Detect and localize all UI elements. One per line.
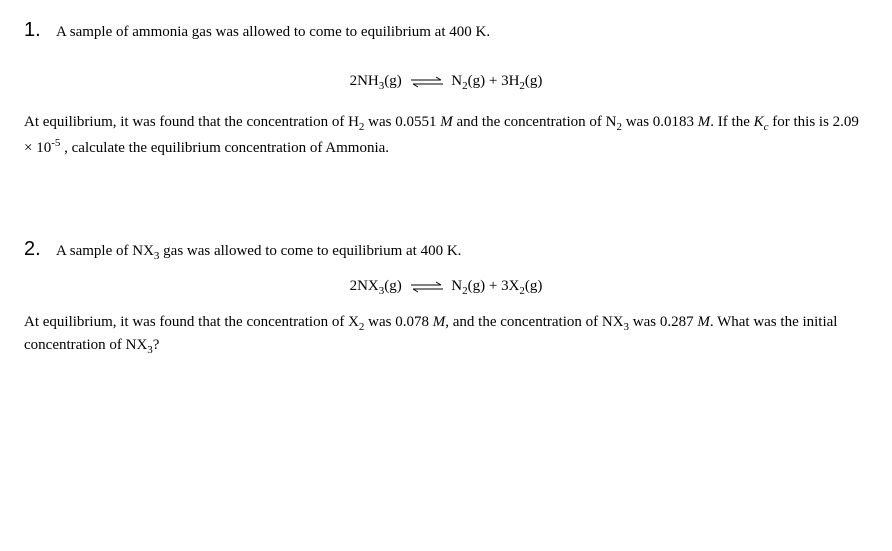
p1-text-b: was 0.0551 <box>364 114 440 130</box>
problem-1-intro: A sample of ammonia gas was allowed to c… <box>56 20 490 43</box>
problem-2-intro: A sample of NX3 gas was allowed to come … <box>56 239 461 264</box>
p2-intro-b: gas was allowed to come to equilibrium a… <box>159 243 461 259</box>
p2-text-f: ? <box>153 337 160 353</box>
eq2-r2-coeff: 3X <box>501 278 519 294</box>
problem-1-number: 1. <box>24 20 42 40</box>
eq1-r2-coeff: 3H <box>501 73 519 89</box>
p2-text-b: was 0.078 <box>364 314 432 330</box>
problem-2-header: 2. A sample of NX3 gas was allowed to co… <box>24 239 868 264</box>
problem-2-number: 2. <box>24 239 42 259</box>
p1-text-c: and the concentration of N <box>457 114 617 130</box>
p1-text-d: was 0.0183 <box>622 114 698 130</box>
eq2-lhs-coeff: 2NX <box>350 278 379 294</box>
eq2-r2-state: (g) <box>525 278 543 294</box>
p1-m-d: M <box>698 114 711 130</box>
eq1-lhs-state: (g) <box>384 73 402 89</box>
p1-sup-f: -5 <box>51 137 60 149</box>
eq2-plus: + <box>485 278 501 294</box>
problem-2-equation: 2NX3(g) N2(g) + 3X2(g) <box>24 276 868 299</box>
p1-kc-k: K <box>754 114 764 130</box>
p2-m-b: M <box>433 314 446 330</box>
eq1-r1: N <box>451 73 462 89</box>
p1-text-a: At equilibrium, it was found that the co… <box>24 114 359 130</box>
problem-2: 2. A sample of NX3 gas was allowed to co… <box>24 239 868 359</box>
p2-intro-a: A sample of NX <box>56 243 154 259</box>
p1-text-g: , calculate the equilibrium concentratio… <box>60 140 389 156</box>
equilibrium-arrow-icon <box>409 280 445 294</box>
p2-m-d: M <box>697 314 710 330</box>
eq2-lhs-state: (g) <box>384 278 402 294</box>
problem-1-equation: 2NH3(g) N2(g) + 3H2(g) <box>24 71 868 94</box>
p1-m-b: M <box>440 114 456 130</box>
eq2-r1: N <box>451 278 462 294</box>
eq2-r1-state: (g) <box>468 278 486 294</box>
p2-text-a: At equilibrium, it was found that the co… <box>24 314 359 330</box>
p2-text-c: , and the concentration of NX <box>445 314 623 330</box>
problem-1: 1. A sample of ammonia gas was allowed t… <box>24 20 868 159</box>
eq1-plus: + <box>485 73 501 89</box>
eq1-r2-state: (g) <box>525 73 543 89</box>
problem-2-body: At equilibrium, it was found that the co… <box>24 312 868 359</box>
p2-text-d: was 0.287 <box>629 314 697 330</box>
problem-1-header: 1. A sample of ammonia gas was allowed t… <box>24 20 868 43</box>
eq1-r1-state: (g) <box>468 73 486 89</box>
p1-text-e: . If the <box>710 114 753 130</box>
equilibrium-arrow-icon <box>409 75 445 89</box>
eq1-lhs-coeff: 2NH <box>350 73 379 89</box>
problem-1-body: At equilibrium, it was found that the co… <box>24 112 868 158</box>
